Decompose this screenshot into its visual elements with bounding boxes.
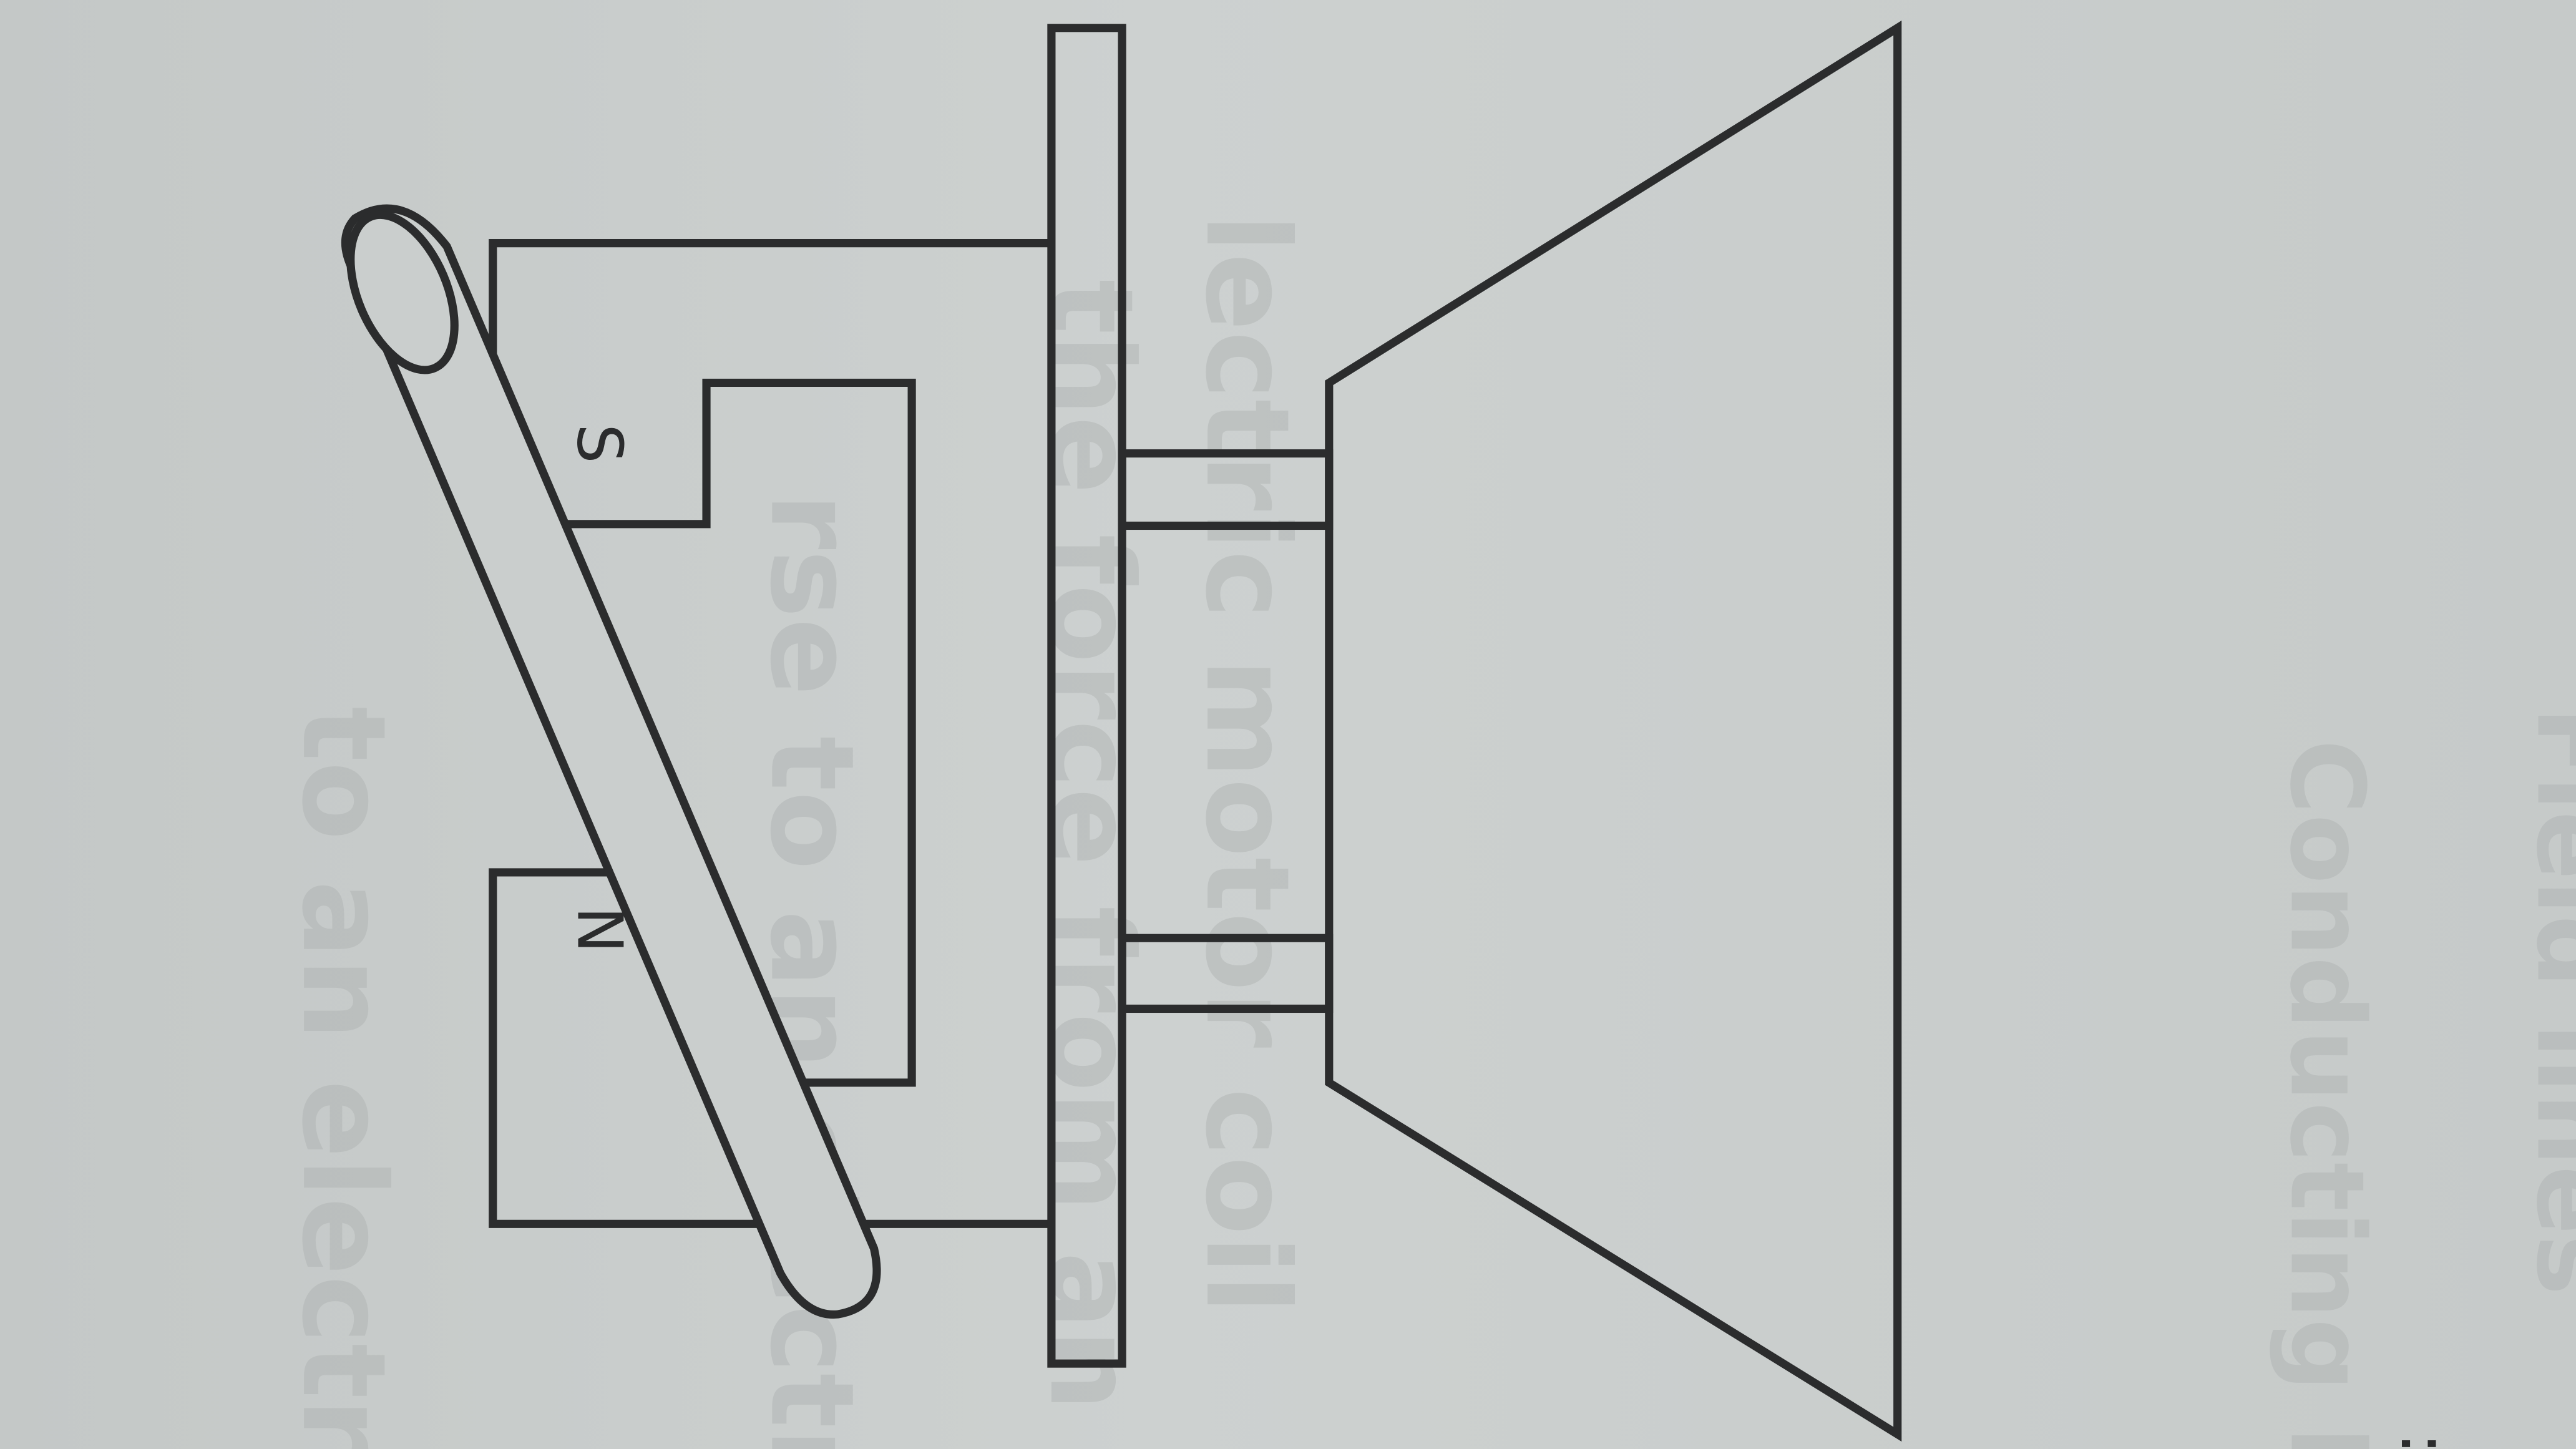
bleed-through-text: to an electric m rse to an electric mo t… — [276, 213, 2576, 1449]
south-pole-label: S — [564, 424, 637, 464]
corner-mark: : — [2386, 1433, 2463, 1449]
speaker-cone — [1325, 20, 1902, 1442]
bleed-text-6: Field lines — [2514, 706, 2576, 1295]
pole-plate — [1047, 24, 1126, 1368]
bleed-text-3: the force from an electric — [1024, 280, 1158, 1449]
bleed-text-5: Conducting loop — [2268, 739, 2386, 1449]
bleed-text-1: to an electric m — [276, 706, 410, 1449]
coil-end-cap — [346, 210, 459, 374]
north-pole-label: N — [564, 907, 637, 954]
bleed-text-4: lectric motor coil — [1180, 213, 1314, 1314]
coil — [341, 204, 881, 1319]
